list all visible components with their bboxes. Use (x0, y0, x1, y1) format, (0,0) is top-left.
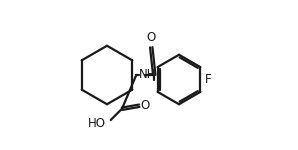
Text: NH: NH (139, 69, 157, 81)
Text: HO: HO (88, 117, 106, 130)
Text: O: O (147, 31, 156, 44)
Text: F: F (205, 73, 212, 86)
Text: O: O (140, 99, 150, 112)
